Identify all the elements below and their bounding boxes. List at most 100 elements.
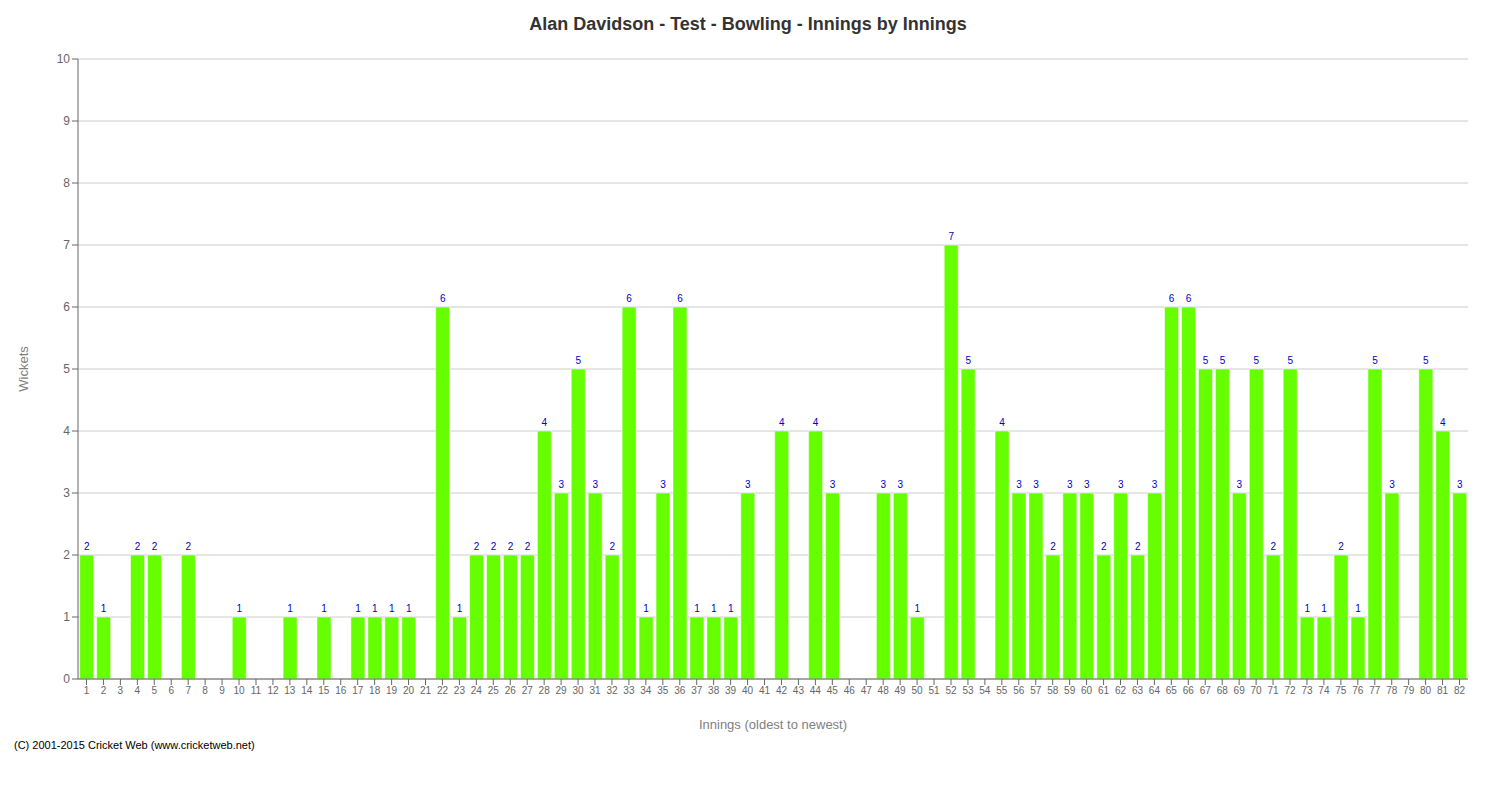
svg-text:75: 75: [1335, 685, 1347, 696]
svg-text:22: 22: [437, 685, 449, 696]
svg-text:51: 51: [928, 685, 940, 696]
svg-text:31: 31: [589, 685, 601, 696]
svg-text:3: 3: [745, 479, 751, 490]
svg-text:73: 73: [1301, 685, 1313, 696]
svg-text:3: 3: [1118, 479, 1124, 490]
svg-text:3: 3: [559, 479, 565, 490]
svg-text:14: 14: [301, 685, 313, 696]
svg-text:2: 2: [152, 541, 158, 552]
svg-text:6: 6: [1186, 293, 1192, 304]
svg-text:26: 26: [505, 685, 517, 696]
svg-text:52: 52: [945, 685, 957, 696]
svg-text:1: 1: [694, 603, 700, 614]
svg-text:24: 24: [471, 685, 483, 696]
svg-text:33: 33: [623, 685, 635, 696]
svg-text:6: 6: [1169, 293, 1175, 304]
svg-text:56: 56: [1013, 685, 1025, 696]
svg-text:62: 62: [1115, 685, 1127, 696]
svg-text:8: 8: [202, 685, 208, 696]
svg-text:4: 4: [135, 685, 141, 696]
svg-text:70: 70: [1251, 685, 1263, 696]
svg-text:5: 5: [1203, 355, 1209, 366]
svg-text:49: 49: [895, 685, 907, 696]
svg-text:2: 2: [84, 541, 90, 552]
svg-text:55: 55: [996, 685, 1008, 696]
svg-text:20: 20: [403, 685, 415, 696]
svg-text:82: 82: [1454, 685, 1466, 696]
svg-text:4: 4: [542, 417, 548, 428]
svg-text:Wickets: Wickets: [16, 346, 31, 392]
svg-text:3: 3: [1084, 479, 1090, 490]
svg-text:3: 3: [660, 479, 666, 490]
svg-text:3: 3: [898, 479, 904, 490]
svg-text:1: 1: [101, 603, 107, 614]
svg-text:1: 1: [728, 603, 734, 614]
svg-text:6: 6: [677, 293, 683, 304]
svg-text:23: 23: [454, 685, 466, 696]
svg-text:10: 10: [57, 52, 71, 66]
svg-text:1: 1: [406, 603, 412, 614]
svg-text:50: 50: [912, 685, 924, 696]
svg-text:78: 78: [1386, 685, 1398, 696]
svg-text:71: 71: [1267, 685, 1279, 696]
svg-text:3: 3: [592, 479, 598, 490]
svg-text:76: 76: [1352, 685, 1364, 696]
svg-text:5: 5: [1372, 355, 1378, 366]
svg-text:17: 17: [352, 685, 364, 696]
svg-text:1: 1: [63, 610, 70, 624]
svg-text:1: 1: [643, 603, 649, 614]
svg-text:48: 48: [878, 685, 890, 696]
svg-text:3: 3: [1033, 479, 1039, 490]
svg-text:80: 80: [1420, 685, 1432, 696]
svg-text:79: 79: [1403, 685, 1415, 696]
svg-text:2: 2: [491, 541, 497, 552]
svg-text:7: 7: [63, 238, 70, 252]
svg-text:4: 4: [63, 424, 70, 438]
svg-text:3: 3: [1067, 479, 1073, 490]
svg-text:57: 57: [1030, 685, 1042, 696]
svg-text:1: 1: [1304, 603, 1310, 614]
svg-text:Innings (oldest to newest): Innings (oldest to newest): [699, 717, 847, 732]
svg-text:46: 46: [844, 685, 856, 696]
svg-text:5: 5: [1423, 355, 1429, 366]
svg-text:2: 2: [1338, 541, 1344, 552]
svg-text:77: 77: [1369, 685, 1381, 696]
svg-text:1: 1: [457, 603, 463, 614]
svg-text:63: 63: [1132, 685, 1144, 696]
svg-text:1: 1: [915, 603, 921, 614]
svg-text:25: 25: [488, 685, 500, 696]
svg-text:29: 29: [556, 685, 568, 696]
svg-text:6: 6: [440, 293, 446, 304]
svg-text:27: 27: [522, 685, 534, 696]
svg-text:2: 2: [474, 541, 480, 552]
svg-text:1: 1: [372, 603, 378, 614]
svg-text:5: 5: [63, 362, 70, 376]
svg-text:69: 69: [1234, 685, 1246, 696]
svg-text:15: 15: [318, 685, 330, 696]
svg-text:66: 66: [1183, 685, 1195, 696]
svg-text:12: 12: [267, 685, 279, 696]
svg-text:4: 4: [779, 417, 785, 428]
svg-text:1: 1: [1321, 603, 1327, 614]
svg-text:1: 1: [1355, 603, 1361, 614]
svg-text:72: 72: [1284, 685, 1296, 696]
svg-text:36: 36: [674, 685, 686, 696]
svg-text:9: 9: [219, 685, 225, 696]
svg-text:21: 21: [420, 685, 432, 696]
svg-text:1: 1: [711, 603, 717, 614]
svg-text:59: 59: [1064, 685, 1076, 696]
svg-text:47: 47: [861, 685, 873, 696]
svg-text:68: 68: [1217, 685, 1229, 696]
svg-text:13: 13: [284, 685, 296, 696]
svg-text:58: 58: [1047, 685, 1059, 696]
svg-text:9: 9: [63, 114, 70, 128]
svg-text:39: 39: [725, 685, 737, 696]
svg-text:45: 45: [827, 685, 839, 696]
svg-text:18: 18: [369, 685, 381, 696]
svg-text:1: 1: [321, 603, 327, 614]
svg-text:1: 1: [355, 603, 361, 614]
svg-text:16: 16: [335, 685, 347, 696]
svg-text:4: 4: [813, 417, 819, 428]
svg-text:3: 3: [118, 685, 124, 696]
svg-text:5: 5: [1254, 355, 1260, 366]
